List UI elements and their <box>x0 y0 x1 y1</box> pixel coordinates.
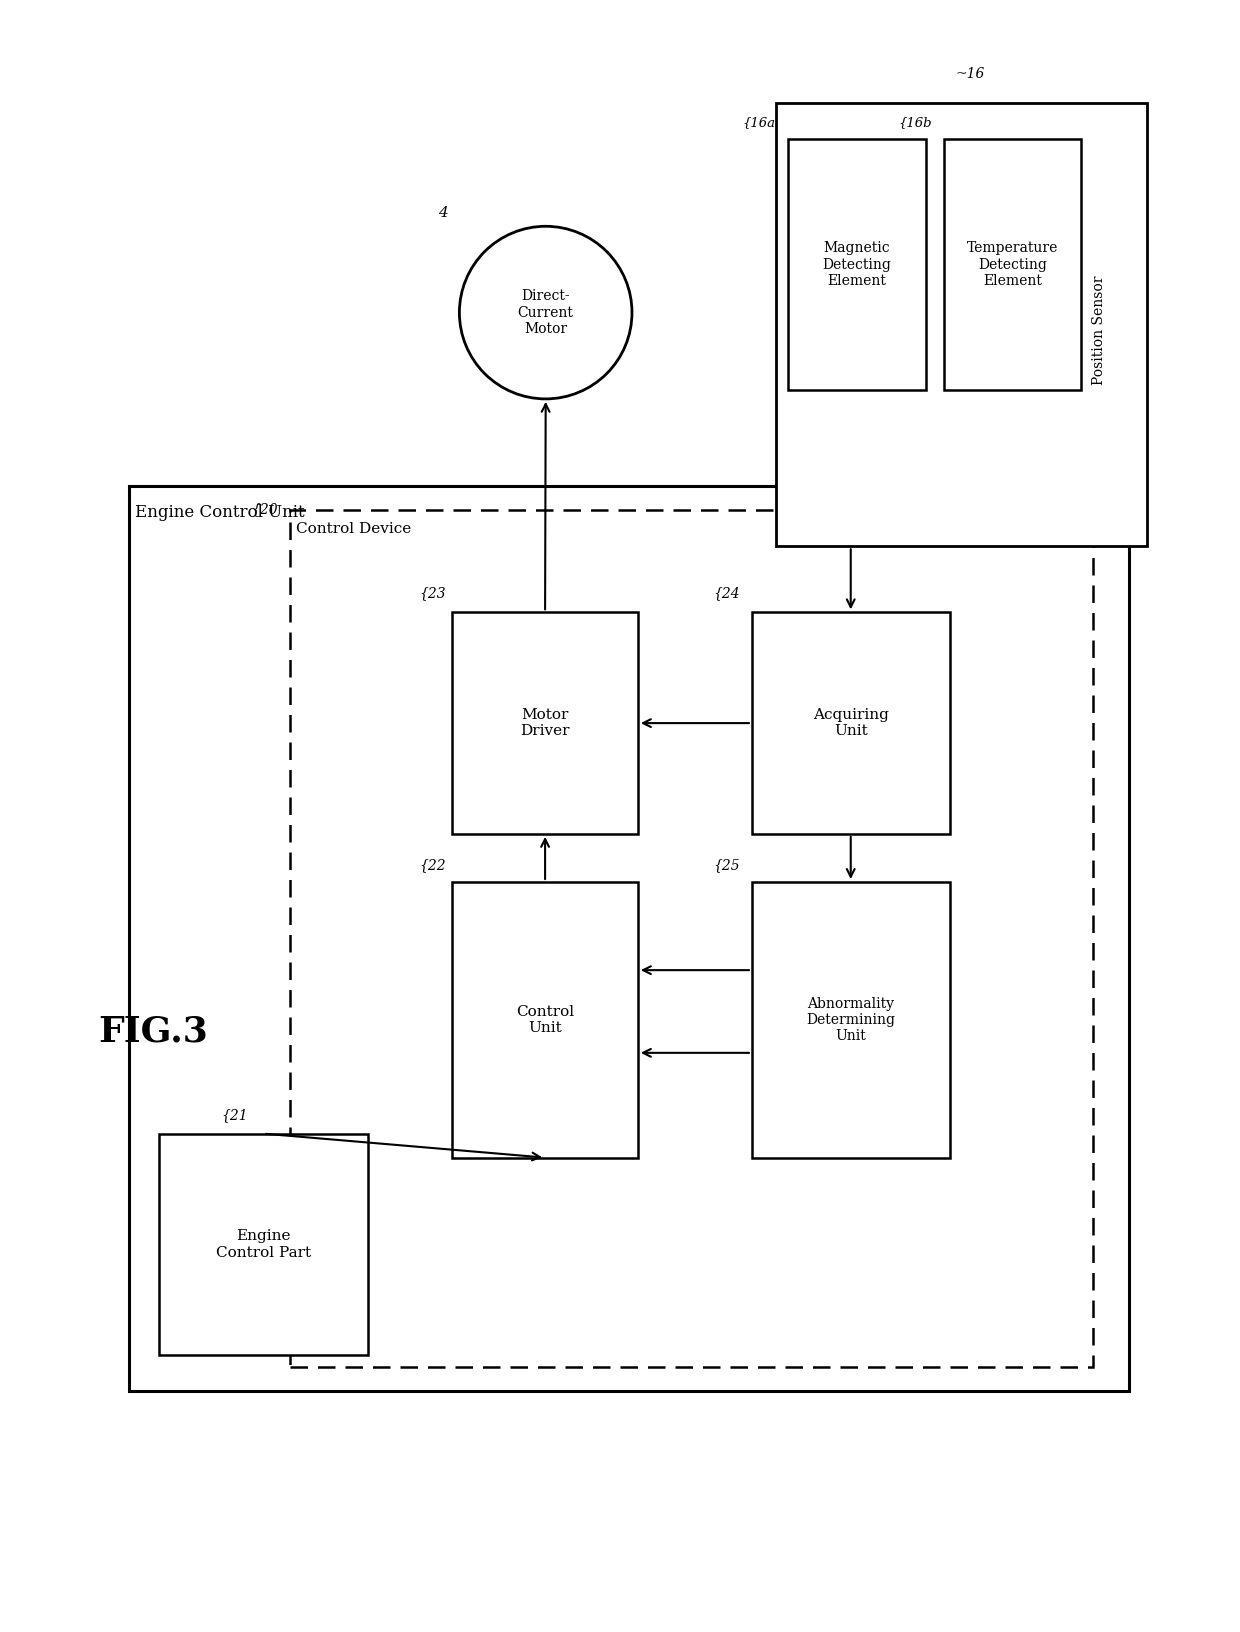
Bar <box>290 511 1094 1368</box>
Bar <box>159 1134 368 1355</box>
Bar <box>453 881 637 1157</box>
Bar <box>751 612 950 834</box>
Text: 4: 4 <box>438 206 448 220</box>
Text: Position Sensor: Position Sensor <box>1092 276 1106 385</box>
Text: {16a: {16a <box>743 116 776 129</box>
Bar <box>787 139 925 390</box>
Text: FIG.3: FIG.3 <box>99 1015 208 1049</box>
Text: Temperature
Detecting
Element: Temperature Detecting Element <box>967 242 1058 287</box>
Text: ~16: ~16 <box>956 67 985 82</box>
Bar <box>129 486 1130 1392</box>
Text: Abnormality
Determining
Unit: Abnormality Determining Unit <box>806 997 895 1043</box>
Text: Direct-
Current
Motor: Direct- Current Motor <box>518 289 574 336</box>
Bar <box>776 103 1147 547</box>
Text: Control
Unit: Control Unit <box>516 1005 574 1035</box>
Text: Magnetic
Detecting
Element: Magnetic Detecting Element <box>822 242 892 287</box>
Text: {22: {22 <box>419 858 446 873</box>
Bar <box>453 612 637 834</box>
Text: {25: {25 <box>713 858 740 873</box>
Text: {24: {24 <box>713 586 740 601</box>
Text: {20: {20 <box>252 503 279 516</box>
Text: Acquiring
Unit: Acquiring Unit <box>812 708 889 738</box>
Text: Control Device: Control Device <box>296 522 412 537</box>
Text: {23: {23 <box>419 586 446 601</box>
Text: Motor
Driver: Motor Driver <box>521 708 570 738</box>
Bar <box>751 881 950 1157</box>
Text: {21: {21 <box>222 1108 248 1121</box>
Bar <box>944 139 1081 390</box>
Text: Engine
Control Part: Engine Control Part <box>216 1229 311 1260</box>
Text: {16b: {16b <box>898 116 931 129</box>
Text: Engine Control Unit: Engine Control Unit <box>135 504 304 521</box>
